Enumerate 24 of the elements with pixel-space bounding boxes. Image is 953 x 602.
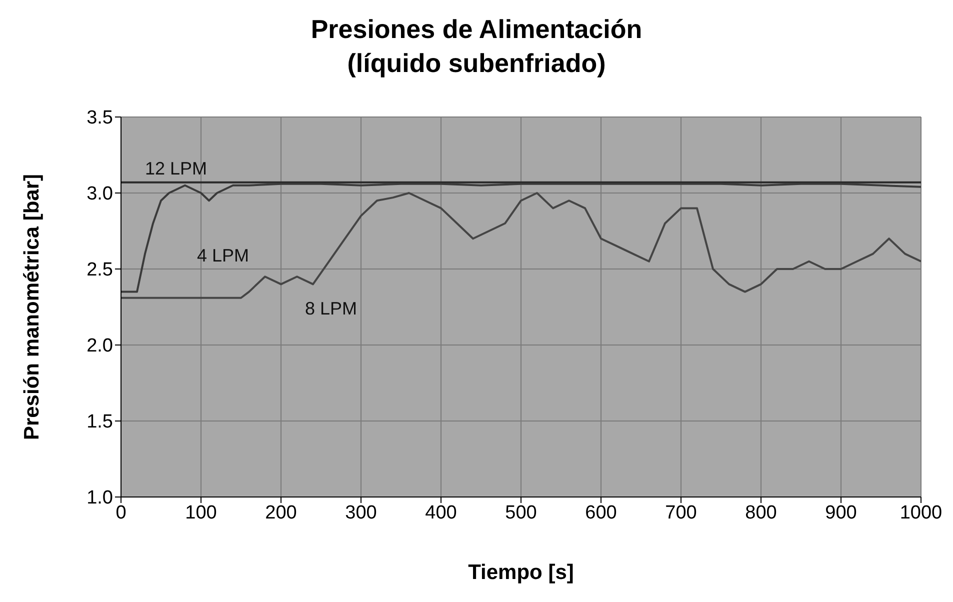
x-tick-label: 900: [825, 502, 857, 524]
y-tick-label: 2.0: [86, 336, 113, 357]
x-tick-label: 200: [265, 502, 297, 524]
x-tick-label: 700: [665, 502, 697, 524]
x-tick-label: 600: [585, 502, 617, 524]
y-tick-label: 1.5: [86, 412, 113, 433]
annotation: 12 LPM: [145, 158, 208, 178]
y-axis-title: Presión manométrica [bar]: [20, 174, 44, 440]
y-tick-label: 2.5: [86, 260, 113, 281]
x-tick-label: 500: [505, 502, 537, 524]
y-tick-label: 3.0: [86, 184, 113, 205]
annotation: 8 LPM: [305, 298, 358, 319]
x-axis-title: Tiempo [s]: [468, 561, 574, 584]
chart-subtitle: (líquido subenfriado): [346, 47, 607, 80]
x-tick-label: 300: [345, 502, 377, 524]
x-tick-label: 800: [745, 502, 777, 524]
x-tick-label: 1000: [900, 502, 942, 524]
x-tick-label: 100: [185, 502, 217, 524]
chart-title: Presiones de Alimentación: [310, 13, 644, 46]
annotation: 4 LPM: [197, 245, 250, 266]
x-tick-label: 0: [116, 502, 126, 524]
y-tick-label: 3.5: [86, 108, 113, 129]
y-tick-label: 1.0: [86, 488, 113, 509]
x-tick-label: 400: [425, 502, 457, 524]
